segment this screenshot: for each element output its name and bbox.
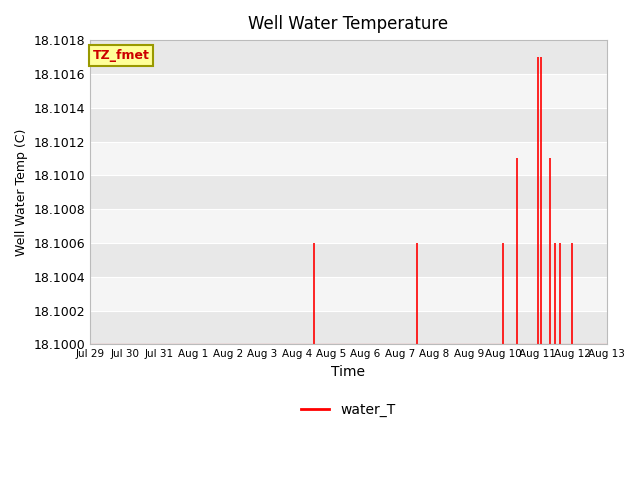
Bar <box>90 142 607 175</box>
Title: Well Water Temperature: Well Water Temperature <box>248 15 449 33</box>
Legend: water_T: water_T <box>296 397 401 423</box>
Text: TZ_fmet: TZ_fmet <box>93 49 150 62</box>
Bar <box>90 40 607 74</box>
X-axis label: Time: Time <box>332 365 365 379</box>
Bar <box>90 311 607 345</box>
Bar <box>90 277 607 311</box>
Bar <box>90 74 607 108</box>
Bar <box>90 209 607 243</box>
Y-axis label: Well Water Temp (C): Well Water Temp (C) <box>15 129 28 256</box>
Bar <box>90 108 607 142</box>
Bar <box>90 175 607 209</box>
Bar <box>90 243 607 277</box>
